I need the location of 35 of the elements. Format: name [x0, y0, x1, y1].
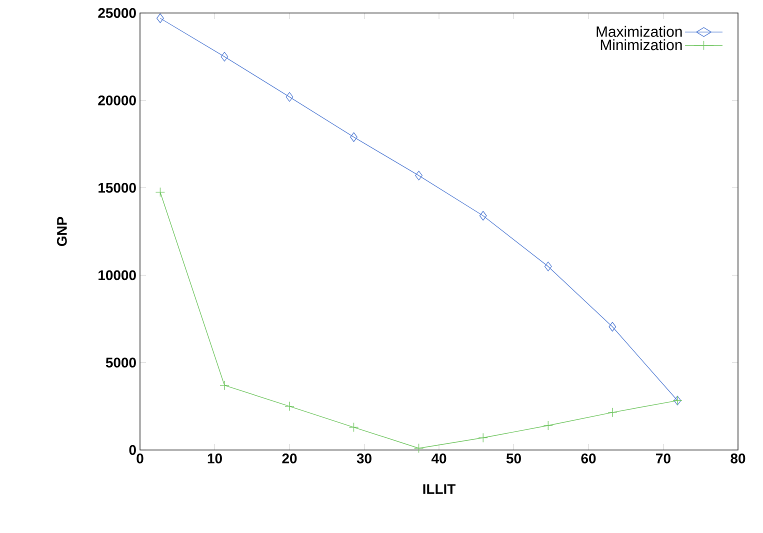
x-tick-label: 70 [656, 454, 670, 464]
point [543, 420, 553, 430]
y-tick-label: 15000 [98, 182, 136, 193]
y-tick-label: 10000 [98, 270, 136, 280]
point [350, 132, 358, 142]
x-tick-label: 0 [136, 454, 144, 464]
point [286, 92, 294, 102]
x-tick-label: 80 [730, 454, 746, 464]
point [544, 262, 552, 272]
point [479, 210, 487, 221]
point [156, 13, 164, 24]
x-tick-label: 30 [356, 454, 372, 464]
point [155, 187, 166, 198]
y-axis-title: GNP [56, 216, 67, 246]
point [414, 443, 424, 454]
point [220, 380, 230, 390]
y-tick-label: 5000 [106, 358, 136, 368]
point [478, 432, 488, 443]
point [608, 408, 618, 418]
point [284, 401, 294, 412]
x-tick-label: 50 [506, 454, 521, 464]
y-tick-label: 0 [129, 445, 136, 455]
point [348, 422, 359, 432]
x-axis-title: ILLIT [423, 484, 456, 494]
point [415, 170, 423, 180]
point [220, 52, 228, 62]
point [608, 322, 616, 332]
x-tick-label: 10 [208, 454, 222, 464]
legend-label: Minimization [600, 39, 682, 50]
x-tick-label: 20 [282, 454, 297, 464]
x-tick-label: 60 [581, 454, 596, 464]
y-tick-label: 25000 [98, 8, 136, 18]
y-tick-label: 20000 [98, 95, 136, 106]
x-tick-label: 40 [431, 454, 446, 464]
legend-label: Maximization [596, 26, 682, 37]
